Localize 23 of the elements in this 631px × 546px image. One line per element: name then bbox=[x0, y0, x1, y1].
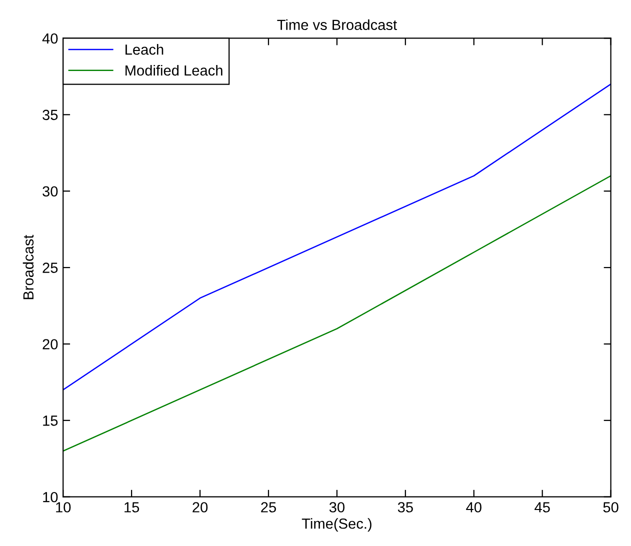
x-tick-label: 35 bbox=[398, 502, 413, 512]
y-tick-label: 20 bbox=[42, 339, 58, 350]
y-axis-title: Broadcast bbox=[22, 234, 34, 300]
line-series bbox=[63, 175, 611, 452]
line-series bbox=[63, 83, 611, 390]
x-tick-label: 30 bbox=[329, 502, 344, 512]
x-axis-title: Time(Sec.) bbox=[302, 518, 372, 532]
legend-label: Leach bbox=[126, 44, 164, 55]
x-tick-label: 15 bbox=[124, 502, 140, 512]
y-tick-label: 40 bbox=[42, 33, 58, 44]
x-tick-label: 10 bbox=[56, 502, 71, 512]
legend-label: Modified Leach bbox=[126, 64, 222, 76]
x-tick-label: 25 bbox=[261, 502, 276, 512]
x-tick-label: 45 bbox=[534, 502, 550, 512]
chart-title: Time vs Broadcast bbox=[277, 19, 397, 30]
x-tick-label: 20 bbox=[192, 502, 208, 512]
y-tick-label: 35 bbox=[42, 110, 58, 120]
x-tick-label: 40 bbox=[466, 502, 482, 512]
y-tick-label: 25 bbox=[42, 262, 58, 273]
y-tick-label: 15 bbox=[43, 416, 58, 426]
y-tick-label: 30 bbox=[42, 186, 58, 197]
x-tick-label: 50 bbox=[603, 502, 618, 512]
y-tick-label: 10 bbox=[43, 492, 58, 502]
